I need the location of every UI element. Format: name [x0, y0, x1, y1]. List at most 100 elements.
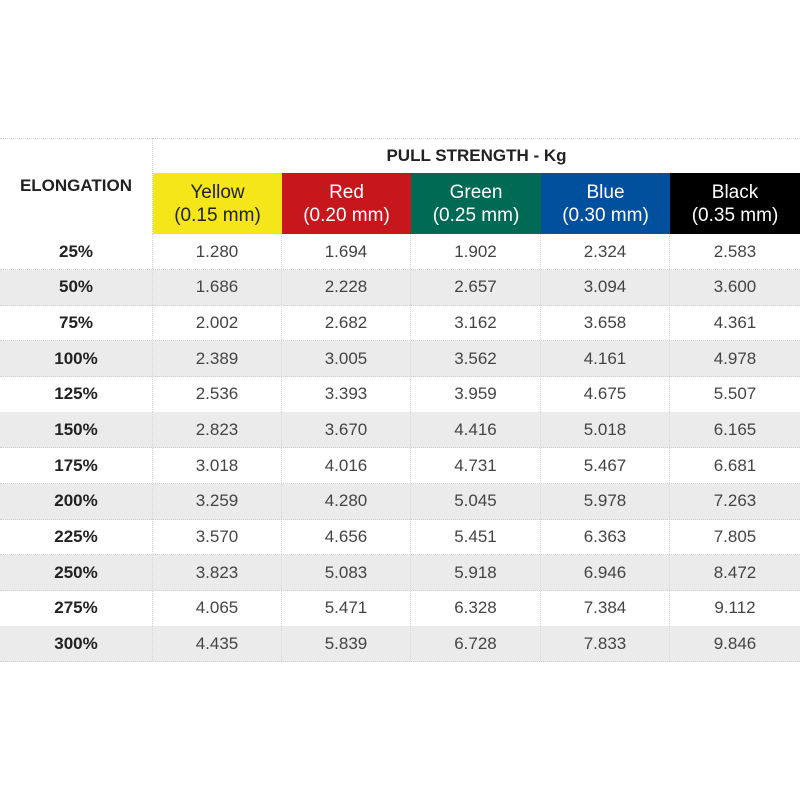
table-row: 225% 3.570 4.656 5.451 6.363 7.805 — [0, 519, 800, 556]
column-name: Red — [329, 181, 364, 203]
value-cell-green: 6.328 — [411, 590, 541, 626]
value-cell-yellow: 4.435 — [153, 626, 282, 662]
elongation-header: ELONGATION — [0, 138, 153, 234]
column-header-red: Red (0.20 mm) — [282, 173, 411, 234]
value-cell-yellow: 3.570 — [153, 519, 282, 555]
column-header-blue: Blue (0.30 mm) — [541, 173, 670, 234]
value-cell-blue: 5.978 — [541, 483, 670, 519]
elongation-cell: 200% — [0, 483, 153, 519]
value-cell-blue: 2.324 — [541, 234, 670, 269]
elongation-cell: 225% — [0, 519, 153, 555]
table-row: 250% 3.823 5.083 5.918 6.946 8.472 — [0, 555, 800, 592]
table-row: 50% 1.686 2.228 2.657 3.094 3.600 — [0, 269, 800, 306]
value-cell-blue: 5.018 — [541, 412, 670, 448]
value-cell-green: 1.902 — [411, 234, 541, 269]
value-cell-green: 5.451 — [411, 519, 541, 555]
value-cell-red: 5.083 — [282, 555, 411, 591]
value-cell-black: 9.112 — [714, 598, 756, 618]
value-cell-blue: 6.946 — [541, 555, 670, 591]
value-cell-yellow: 3.018 — [153, 448, 282, 484]
table-row: 150% 2.823 3.670 4.416 5.018 6.165 — [0, 412, 800, 449]
value-cell-green: 3.162 — [411, 305, 541, 341]
table-row: 175% 3.018 4.016 4.731 5.467 6.681 — [0, 448, 800, 485]
value-cell-blue: 4.161 — [541, 341, 670, 376]
value-cell-red: 1.694 — [282, 234, 411, 269]
value-cell-yellow: 2.823 — [153, 412, 282, 448]
column-size: (0.20 mm) — [303, 204, 390, 226]
elongation-cell: 150% — [0, 412, 153, 448]
elongation-cell: 25% — [0, 234, 153, 269]
column-header-yellow: Yellow (0.15 mm) — [153, 173, 282, 234]
value-cell-green: 4.416 — [411, 412, 541, 448]
elongation-cell: 175% — [0, 448, 153, 484]
value-cell-green: 6.728 — [411, 626, 541, 662]
value-cell-black: 5.507 — [713, 384, 757, 404]
column-name: Green — [449, 181, 503, 203]
table-row: 300% 4.435 5.839 6.728 7.833 9.846 — [0, 626, 800, 663]
value-cell-black: 8.472 — [713, 562, 757, 582]
elongation-cell: 100% — [0, 341, 153, 376]
table-row: 125% 2.536 3.393 3.959 4.675 5.507 — [0, 376, 800, 413]
value-cell-red: 2.682 — [282, 305, 411, 341]
value-cell-red: 4.280 — [282, 483, 411, 519]
value-cell-green: 4.731 — [411, 448, 541, 484]
value-cell-yellow: 2.002 — [153, 305, 282, 341]
value-cell-blue: 7.384 — [541, 590, 670, 626]
value-cell-yellow: 3.823 — [153, 555, 282, 591]
elongation-cell: 300% — [0, 626, 153, 662]
value-cell-yellow: 4.065 — [153, 590, 282, 626]
value-cell-black: 4.361 — [713, 312, 757, 332]
value-cell-blue: 6.363 — [541, 519, 670, 555]
column-header-black: Black (0.35 mm) — [670, 173, 800, 234]
value-cell-black: 4.978 — [713, 348, 757, 368]
column-size: (0.25 mm) — [432, 204, 520, 226]
value-cell-blue: 5.467 — [541, 448, 670, 484]
elongation-cell: 250% — [0, 555, 153, 591]
elongation-cell: 50% — [0, 269, 153, 305]
value-cell-green: 5.045 — [411, 483, 541, 519]
value-cell-black: 2.583 — [713, 241, 757, 261]
value-cell-red: 3.670 — [282, 412, 411, 448]
value-cell-black: 9.846 — [713, 633, 757, 653]
column-name: Yellow — [190, 181, 245, 203]
value-cell-blue: 4.675 — [541, 376, 670, 412]
value-cell-green: 2.657 — [411, 269, 541, 305]
value-cell-blue: 7.833 — [541, 626, 670, 662]
value-cell-green: 3.562 — [411, 341, 541, 376]
elongation-cell: 125% — [0, 376, 153, 412]
value-cell-yellow: 2.389 — [153, 341, 282, 376]
table-row: 25% 1.280 1.694 1.902 2.324 2.583 — [0, 234, 800, 270]
elongation-cell: 75% — [0, 305, 153, 341]
column-header-green: Green (0.25 mm) — [411, 173, 541, 234]
column-name: Blue — [586, 181, 625, 203]
column-name: Black — [711, 181, 759, 203]
table-row: 100% 2.389 3.005 3.562 4.161 4.978 — [0, 341, 800, 377]
table-row: 275% 4.065 5.471 6.328 7.384 9.112 — [0, 590, 800, 627]
value-cell-red: 3.393 — [282, 376, 411, 412]
value-cell-black: 6.681 — [713, 455, 757, 475]
pull-strength-header: PULL STRENGTH - Kg — [386, 145, 567, 165]
value-cell-red: 4.656 — [282, 519, 411, 555]
value-cell-yellow: 2.536 — [153, 376, 282, 412]
table-top-border — [0, 138, 800, 139]
value-cell-black: 7.805 — [713, 526, 757, 546]
table-row: 200% 3.259 4.280 5.045 5.978 7.263 — [0, 483, 800, 520]
elongation-cell: 275% — [0, 590, 153, 626]
value-cell-black: 7.263 — [713, 491, 757, 511]
value-cell-yellow: 1.280 — [153, 234, 282, 269]
value-cell-black: 6.165 — [713, 419, 757, 439]
value-cell-red: 3.005 — [282, 341, 411, 376]
value-cell-red: 4.016 — [282, 448, 411, 484]
column-size: (0.35 mm) — [691, 204, 779, 226]
column-size: (0.15 mm) — [174, 204, 261, 226]
value-cell-red: 5.471 — [282, 590, 411, 626]
column-size: (0.30 mm) — [562, 204, 649, 226]
value-cell-blue: 3.094 — [541, 269, 670, 305]
value-cell-green: 3.959 — [411, 376, 541, 412]
value-cell-black: 3.600 — [713, 277, 757, 297]
value-cell-yellow: 1.686 — [153, 269, 282, 305]
value-cell-red: 5.839 — [282, 626, 411, 662]
value-cell-yellow: 3.259 — [153, 483, 282, 519]
table-row: 75% 2.002 2.682 3.162 3.658 4.361 — [0, 305, 800, 342]
value-cell-blue: 3.658 — [541, 305, 670, 341]
